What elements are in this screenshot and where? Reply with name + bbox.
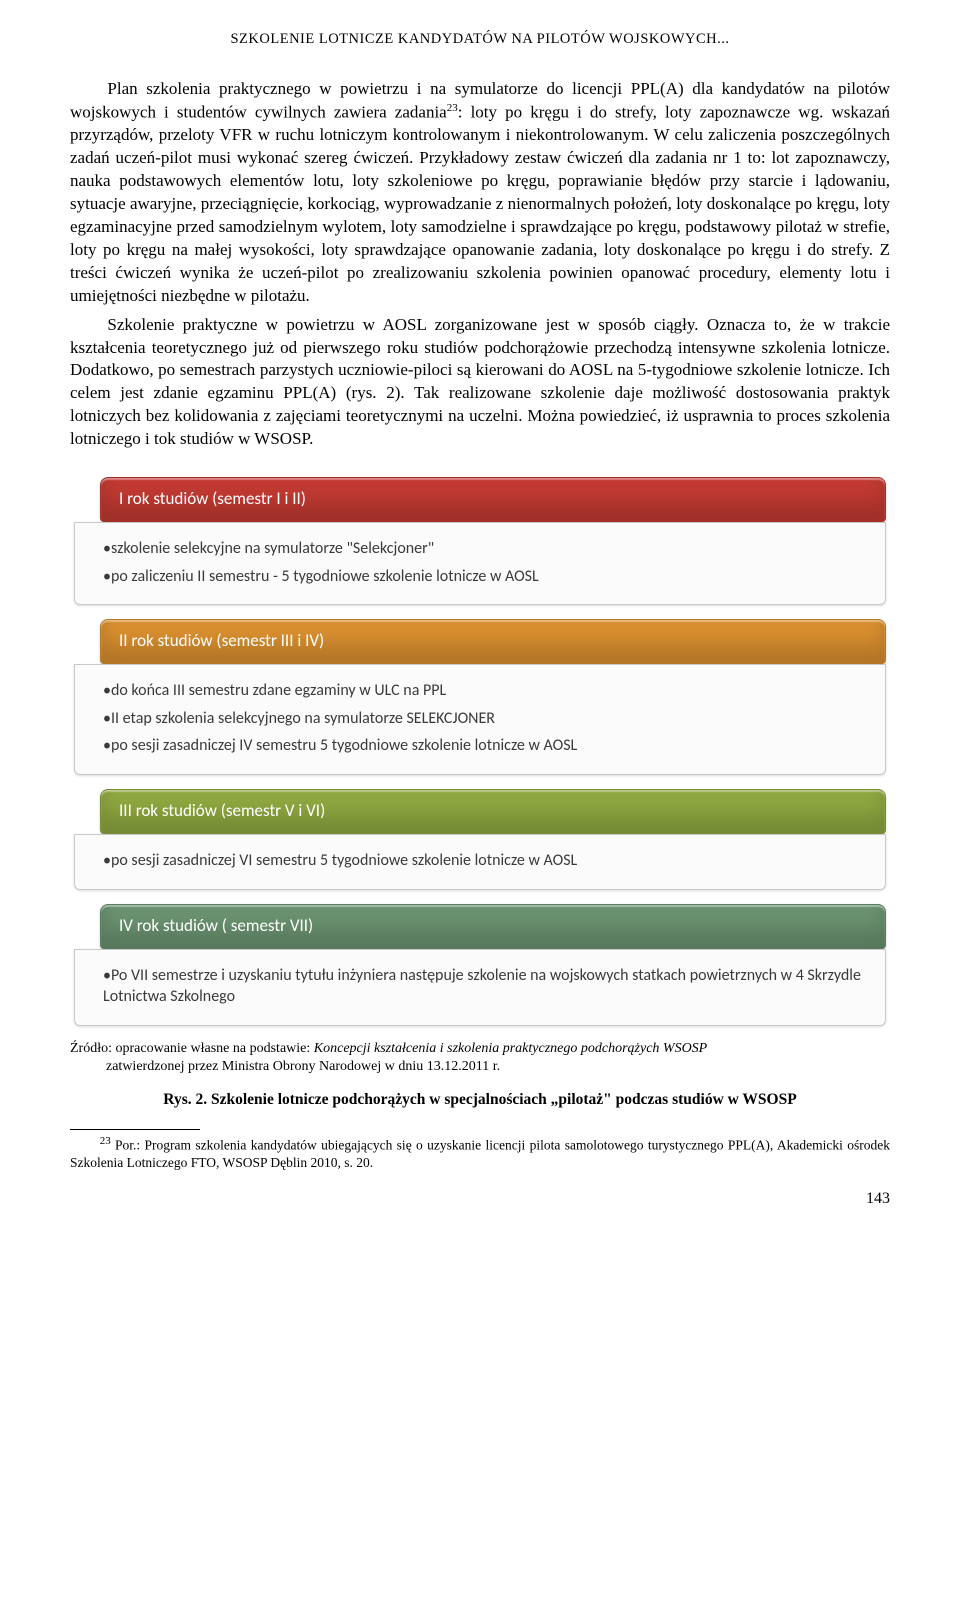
source-italic: Koncepcji kształcenia i szkolenia prakty… — [314, 1041, 707, 1056]
paragraph-1: Plan szkolenia praktycznego w powietrzu … — [70, 78, 890, 308]
diagram-item: •po sesji zasadniczej VI semestru 5 tygo… — [103, 847, 867, 875]
diagram-item: •Po VII semestrze i uzyskaniu tytułu inż… — [103, 962, 867, 1011]
running-head: SZKOLENIE LOTNICZE KANDYDATÓW NA PILOTÓW… — [70, 30, 890, 50]
diagram-body: •Po VII semestrze i uzyskaniu tytułu inż… — [74, 949, 886, 1026]
figure-source: Źródło: opracowanie własne na podstawie:… — [70, 1040, 890, 1076]
diagram-item: •do końca III semestru zdane egzaminy w … — [103, 677, 867, 705]
diagram-item: •po sesji zasadniczej IV semestru 5 tygo… — [103, 732, 867, 760]
diagram-body: •do końca III semestru zdane egzaminy w … — [74, 664, 886, 775]
diagram-header: I rok studiów (semestr I i II) — [100, 477, 886, 522]
diagram-header: II rok studiów (semestr III i IV) — [100, 619, 886, 664]
footnote-23: 23 Por.: Program szkolenia kandydatów ub… — [70, 1134, 890, 1172]
diagram-block-3: III rok studiów (semestr V i VI) •po sesj… — [70, 789, 890, 890]
para1-text-b: : loty po kręgu i do strefy, loty zapozn… — [70, 102, 890, 305]
para2-text: Szkolenie praktyczne w powietrzu w AOSL … — [70, 315, 890, 449]
diagram-block-1: I rok studiów (semestr I i II) •szkolenie… — [70, 477, 890, 605]
training-diagram: I rok studiów (semestr I i II) •szkolenie… — [70, 477, 890, 1026]
figure-caption-text: Rys. 2. Szkolenie lotnicze podchorążych … — [163, 1091, 796, 1108]
footnote-rule — [70, 1129, 200, 1130]
paragraph-2: Szkolenie praktyczne w powietrzu w AOSL … — [70, 314, 890, 452]
figure-caption: Rys. 2. Szkolenie lotnicze podchorążych … — [70, 1090, 890, 1111]
page-number: 143 — [70, 1188, 890, 1210]
diagram-item: •szkolenie selekcyjne na symulatorze "Se… — [103, 535, 867, 563]
diagram-header: IV rok studiów ( semestr VII) — [100, 904, 886, 949]
footnote-ref-23: 23 — [447, 102, 458, 114]
diagram-body: •po sesji zasadniczej VI semestru 5 tygo… — [74, 834, 886, 890]
footnote-num: 23 — [100, 1135, 111, 1147]
source-prefix: Źródło: opracowanie własne na podstawie: — [70, 1041, 314, 1056]
diagram-header: III rok studiów (semestr V i VI) — [100, 789, 886, 834]
diagram-body: •szkolenie selekcyjne na symulatorze "Se… — [74, 522, 886, 605]
diagram-block-4: IV rok studiów ( semestr VII) •Po VII sem… — [70, 904, 890, 1026]
diagram-block-2: II rok studiów (semestr III i IV) •do koń… — [70, 619, 890, 775]
footnote-text: Por.: Program szkolenia kandydatów ubieg… — [70, 1138, 890, 1171]
diagram-item: •II etap szkolenia selekcyjnego na symul… — [103, 705, 867, 733]
diagram-item: •po zaliczeniu II semestru - 5 tygodniow… — [103, 563, 867, 591]
source-suffix: zatwierdzonej przez Ministra Obrony Naro… — [70, 1058, 890, 1076]
page-container: SZKOLENIE LOTNICZE KANDYDATÓW NA PILOTÓW… — [0, 0, 960, 1229]
